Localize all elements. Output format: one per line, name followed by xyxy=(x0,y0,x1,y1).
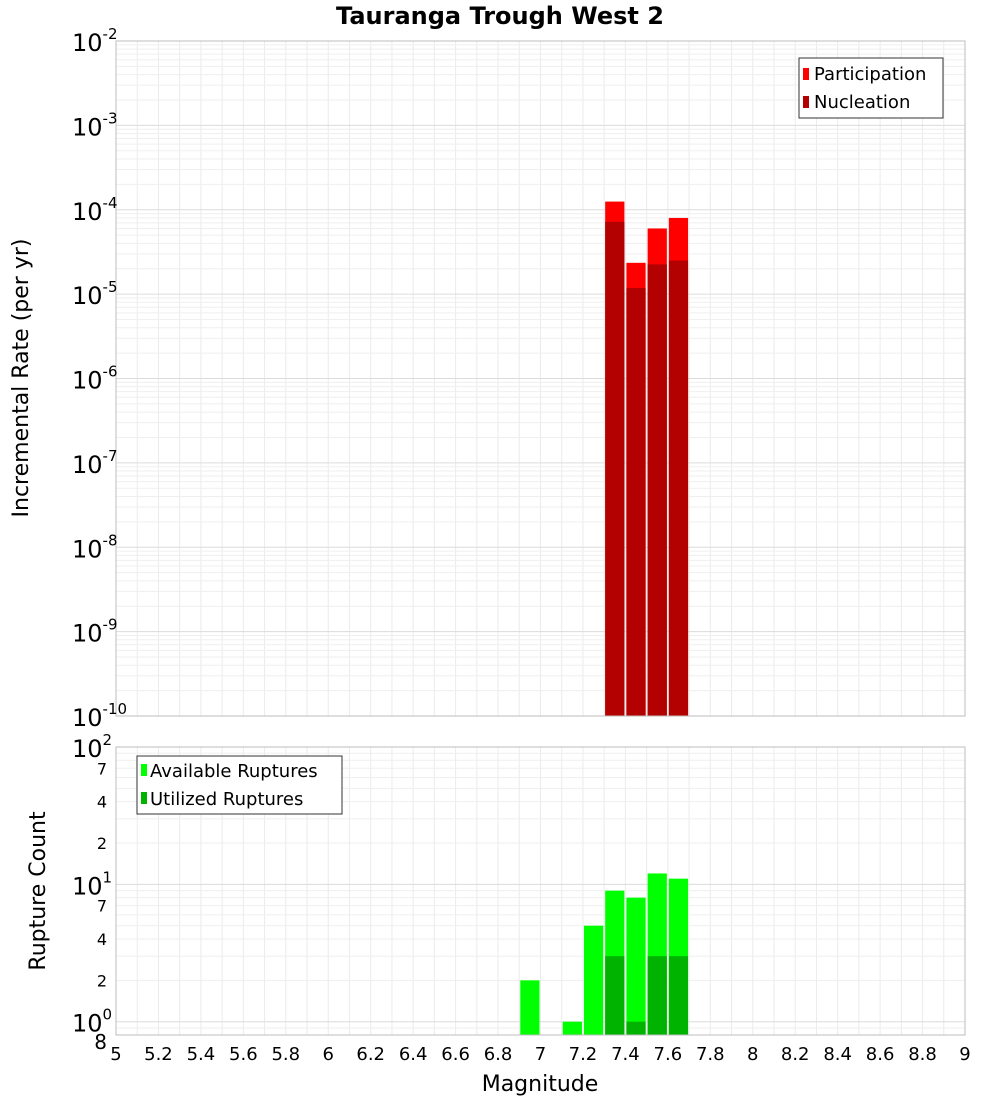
x-tick-label: 7.4 xyxy=(611,1044,640,1065)
top-nucleation-bar xyxy=(668,260,689,716)
bottom-available-ruptures-bar xyxy=(520,980,540,1035)
bottom-y-minor-tick-label: 4 xyxy=(97,930,107,949)
bottom-y-minor-tick-label: 7 xyxy=(97,759,107,778)
x-tick-label: 6.4 xyxy=(399,1044,428,1065)
top-nucleation-bar xyxy=(647,264,667,716)
bottom-y-minor-tick-label: 2 xyxy=(97,834,107,853)
x-tick-label: 6 xyxy=(323,1044,334,1065)
bottom-legend-box xyxy=(136,755,343,815)
top-y-tick-label: 10-6 xyxy=(72,363,118,395)
x-axis-label: Magnitude xyxy=(482,1072,599,1097)
x-tick-label: 6.6 xyxy=(441,1044,470,1065)
top-y-tick-label: 10-8 xyxy=(72,531,118,563)
top-y-tick-label: 10-4 xyxy=(72,194,118,226)
x-tick-label: 5.8 xyxy=(271,1044,300,1065)
legend-label-utilized-ruptures: Utilized Ruptures xyxy=(150,789,303,810)
x-tick-label: 5 xyxy=(110,1044,121,1065)
legend-swatch-participation xyxy=(803,68,809,80)
bottom-y-major-tick-label: 102 xyxy=(72,731,112,763)
top-legend-box xyxy=(798,57,944,119)
bottom-bars xyxy=(520,873,689,1035)
x-tick-label: 8.2 xyxy=(781,1044,810,1065)
bottom-utilized-ruptures-bar xyxy=(605,956,625,1035)
legend-label-nucleation: Nucleation xyxy=(814,92,910,113)
top-y-tick-label: 10-3 xyxy=(72,109,118,141)
bottom-y-minor-tick-label: 4 xyxy=(97,793,107,812)
bottom-plot-border xyxy=(115,746,966,1036)
top-panel: Tauranga Trough West 2 10-10 10-9 10-8 10-7… xyxy=(9,2,966,732)
x-tick-label: 8.8 xyxy=(908,1044,937,1065)
top-grid xyxy=(115,40,966,717)
bottom-utilized-ruptures-bar xyxy=(626,1021,646,1035)
x-tick-label: 7.6 xyxy=(654,1044,683,1065)
x-tick-label: 8.4 xyxy=(823,1044,852,1065)
bottom-utilized-ruptures-bar xyxy=(647,956,667,1035)
x-tick-label: 7 xyxy=(535,1044,546,1065)
bottom-y-axis-label: Rupture Count xyxy=(26,811,51,971)
bottom-available-ruptures-bar xyxy=(562,1021,582,1035)
top-bars xyxy=(605,201,689,716)
bottom-y-minor-tick-label: 8 xyxy=(94,1030,107,1054)
legend-label-participation: Participation xyxy=(814,64,926,85)
x-tick-label: 8 xyxy=(747,1044,758,1065)
x-tick-label: 6.2 xyxy=(356,1044,385,1065)
top-y-axis-label: Incremental Rate (per yr) xyxy=(9,239,34,518)
chart-title: Tauranga Trough West 2 xyxy=(336,2,664,30)
bottom-y-minor-tick-label: 2 xyxy=(97,971,107,990)
x-tick-label: 6.8 xyxy=(484,1044,513,1065)
x-tick-label: 8.6 xyxy=(866,1044,895,1065)
top-plot-border xyxy=(115,40,966,717)
legend-label-available-ruptures: Available Ruptures xyxy=(150,761,318,782)
top-nucleation-bar xyxy=(605,221,625,716)
legend-swatch-nucleation xyxy=(803,96,809,108)
bottom-utilized-ruptures-bar xyxy=(668,956,689,1035)
bottom-y-minor-tick-label: 7 xyxy=(97,897,107,916)
top-y-tick-label: 10-7 xyxy=(72,447,118,479)
x-tick-label: 5.6 xyxy=(229,1044,258,1065)
legend-swatch-available-ruptures xyxy=(141,764,147,776)
bottom-available-ruptures-bar xyxy=(583,925,604,1035)
x-tick-label: 7.2 xyxy=(569,1044,598,1065)
bottom-legend: Available Ruptures Utilized Ruptures xyxy=(136,755,343,815)
x-tick-label: 7.8 xyxy=(696,1044,725,1065)
x-tick-label: 5.2 xyxy=(144,1044,173,1065)
legend-swatch-utilized-ruptures xyxy=(141,792,147,804)
bottom-y-major-tick-label: 101 xyxy=(72,868,112,900)
top-nucleation-bar xyxy=(626,288,646,716)
x-tick-label: 9 xyxy=(959,1044,970,1065)
x-tick-label: 5.4 xyxy=(187,1044,216,1065)
top-legend: Participation Nucleation xyxy=(798,57,944,119)
top-y-tick-label: 10-10 xyxy=(72,700,127,732)
top-y-tick-label: 10-5 xyxy=(72,278,118,310)
bottom-available-ruptures-bar xyxy=(626,897,646,1035)
top-y-tick-label: 10-2 xyxy=(72,25,118,57)
x-tick-labels: 5 5.2 5.4 5.6 5.8 6 6.2 6.4 6.6 6.8 7 7.2 7.4 7.6 7.8 8… xyxy=(110,1044,970,1065)
top-y-tick-label: 10-9 xyxy=(72,616,118,648)
